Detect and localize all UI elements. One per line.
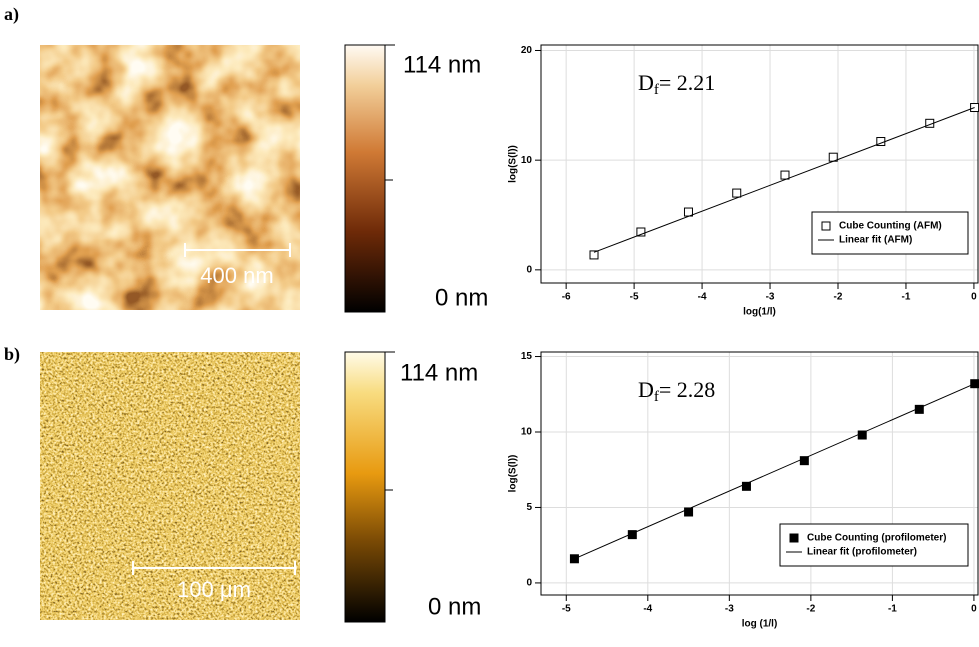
x-tick-label: 0	[971, 604, 977, 615]
y-tick-label: 10	[521, 427, 533, 438]
x-tick-label: -1	[902, 292, 911, 303]
y-tick-label: 5	[526, 502, 532, 513]
scale-bar	[132, 561, 296, 575]
scale-bar-label: 400 nm	[200, 263, 273, 288]
y-tick-label: 0	[526, 578, 532, 589]
x-tick-label: 0	[971, 292, 977, 303]
data-point	[627, 530, 637, 540]
x-axis-label: log (1/l)	[742, 619, 778, 630]
legend-marker	[789, 533, 799, 543]
scale-bar	[184, 243, 291, 257]
fit-line	[574, 383, 975, 560]
legend-box	[779, 523, 969, 567]
legend-label: Cube Counting (AFM)	[839, 221, 942, 232]
colorbar-max: 114 nm	[403, 51, 481, 78]
panel-label: a)	[4, 4, 19, 25]
legend-label: Linear fit (profilometer)	[807, 547, 917, 558]
y-axis-label: log(S(l))	[508, 145, 519, 183]
y-tick-label: 10	[521, 155, 533, 166]
x-tick-label: -5	[562, 604, 571, 615]
y-tick-label: 20	[521, 45, 533, 56]
fit-line	[593, 107, 975, 253]
y-tick-label: 0	[526, 264, 532, 275]
colorbar-min: 0 nm	[428, 593, 481, 620]
annotation-subscript: f	[654, 82, 659, 98]
legend-box	[811, 211, 969, 255]
legend-label: Cube Counting (profilometer)	[807, 533, 946, 544]
colorbar-max: 114 nm	[400, 359, 478, 386]
y-tick-label: 15	[521, 351, 533, 362]
x-tick-label: -2	[806, 604, 815, 615]
x-tick-label: -6	[562, 292, 571, 303]
annotation-symbol: D	[638, 377, 654, 402]
plot-frame	[540, 351, 979, 596]
data-point	[741, 481, 751, 491]
annotation: Df= 2.28	[638, 377, 715, 405]
legend-marker	[821, 221, 831, 231]
annotation-symbol: D	[638, 70, 654, 95]
profilometer-image	[39, 351, 301, 621]
colorbar	[344, 44, 386, 313]
afm-image	[39, 44, 301, 311]
colorbar-min: 0 nm	[435, 284, 488, 311]
data-point	[799, 456, 809, 466]
data-point	[684, 507, 694, 517]
x-tick-label: -5	[630, 292, 639, 303]
data-point	[732, 188, 742, 198]
annotation-subscript: f	[654, 389, 659, 405]
annotation-text: = 2.21	[659, 70, 715, 95]
x-tick-label: -3	[725, 604, 734, 615]
legend-label: Linear fit (AFM)	[839, 235, 912, 246]
x-tick-label: -2	[834, 292, 843, 303]
data-point	[636, 227, 646, 237]
colorbar	[344, 351, 386, 623]
x-tick-label: -3	[766, 292, 775, 303]
data-point	[589, 250, 599, 260]
plot-frame	[540, 44, 979, 284]
x-tick-label: -4	[698, 292, 707, 303]
x-tick-label: -1	[888, 604, 897, 615]
x-tick-label: -4	[643, 604, 652, 615]
data-point	[780, 170, 790, 180]
annotation: Df= 2.21	[638, 70, 715, 98]
x-axis-label: log(1/l)	[743, 307, 776, 318]
scale-bar-label: 100 μm	[177, 577, 251, 602]
annotation-text: = 2.28	[659, 377, 715, 402]
panel-label: b)	[4, 344, 20, 365]
y-axis-label: log(S(l))	[508, 455, 519, 493]
